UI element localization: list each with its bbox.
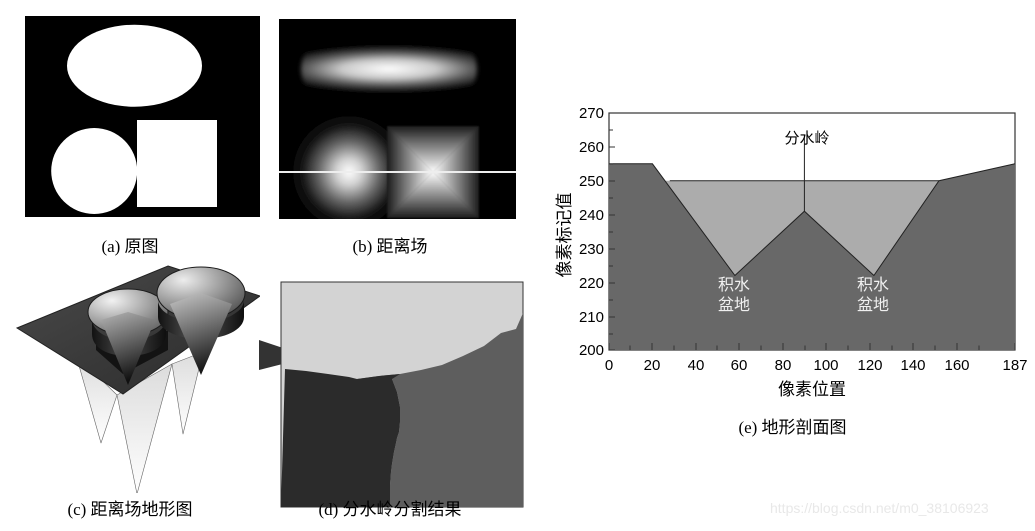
svg-text:盆地: 盆地 bbox=[857, 296, 889, 314]
svg-text:187: 187 bbox=[1002, 357, 1027, 374]
svg-text:0: 0 bbox=[605, 357, 613, 374]
svg-text:80: 80 bbox=[775, 357, 792, 374]
svg-text:60: 60 bbox=[731, 357, 748, 374]
svg-text:40: 40 bbox=[688, 357, 705, 374]
svg-text:220: 220 bbox=[579, 275, 604, 292]
svg-text:160: 160 bbox=[944, 357, 969, 374]
svg-text:140: 140 bbox=[900, 357, 925, 374]
svg-text:积水: 积水 bbox=[718, 276, 750, 294]
svg-text:250: 250 bbox=[579, 173, 604, 190]
svg-text:240: 240 bbox=[579, 207, 604, 224]
svg-text:100: 100 bbox=[813, 357, 838, 374]
svg-text:积水: 积水 bbox=[857, 276, 889, 294]
svg-text:像素标记值: 像素标记值 bbox=[555, 193, 574, 278]
svg-text:210: 210 bbox=[579, 309, 604, 326]
svg-text:200: 200 bbox=[579, 342, 604, 359]
svg-text:120: 120 bbox=[857, 357, 882, 374]
svg-text:分水岭: 分水岭 bbox=[784, 130, 829, 147]
svg-text:260: 260 bbox=[579, 139, 604, 156]
svg-text:盆地: 盆地 bbox=[718, 296, 750, 314]
svg-text:230: 230 bbox=[579, 241, 604, 258]
svg-text:20: 20 bbox=[644, 357, 661, 374]
svg-text:270: 270 bbox=[579, 105, 604, 122]
svg-text:像素位置: 像素位置 bbox=[778, 380, 846, 399]
